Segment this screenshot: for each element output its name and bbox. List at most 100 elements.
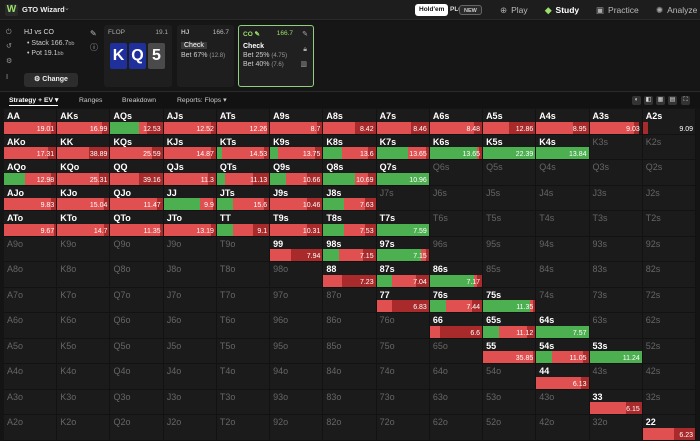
expand-view-icon[interactable]: ⛶ [681,96,690,105]
hand-cell-99[interactable]: 99 7.94 [270,236,324,263]
power-icon[interactable]: ⏻ [6,29,12,36]
hand-cell-AA[interactable]: AA 19.01 [4,109,58,135]
grid-view-icon[interactable]: ◐ [632,96,641,105]
hand-cell-ATs[interactable]: ATs 12.26 [216,109,271,135]
hand-cell-J8o[interactable]: J8o [163,262,217,288]
hand-cell-Q4o[interactable]: Q4o [110,364,164,390]
hand-cell-T2s[interactable]: T2s [642,211,696,237]
hand-cell-43s[interactable]: 43s [589,364,643,390]
hand-cell-TT[interactable]: TT 9.1 [216,211,271,237]
hand-cell-22[interactable]: 22 6.23 [642,415,696,441]
hand-cell-T5s[interactable]: T5s [483,211,537,237]
hand-cell-KJo[interactable]: KJo 15.04 [57,185,111,212]
hand-cell-55[interactable]: 55 35.85 [483,338,537,365]
hand-cell-64o[interactable]: 64o [429,364,484,390]
co-action-node[interactable]: CO ✎ 166.7 Check Bet 25% (4.75) Bet 40% … [238,25,314,87]
hand-cell-Q7o[interactable]: Q7o [110,287,164,314]
chevron-down-icon[interactable]: ⌄ [64,5,70,12]
hand-cell-A6o[interactable]: A6o [4,313,58,339]
nav-analyze[interactable]: ✺ Analyze [656,3,697,17]
tab-strategy-ev[interactable]: Strategy + EV ▾ [9,97,59,106]
hand-cell-74o[interactable]: 74o [376,364,430,390]
hand-cell-65o[interactable]: 65o [429,338,484,365]
hand-cell-T3s[interactable]: T3s [589,211,643,237]
hand-cell-Q9s[interactable]: Q9s 10.66 [270,160,324,186]
hand-cell-T6o[interactable]: T6o [216,313,271,339]
hand-cell-J8s[interactable]: J8s 7.63 [323,185,377,212]
hand-cell-32o[interactable]: 32o [589,415,643,441]
hand-cell-JTs[interactable]: JTs 15.6 [216,185,271,212]
hand-cell-J6o[interactable]: J6o [163,313,217,339]
list-view-icon[interactable]: ▤ [668,96,677,105]
tab-reports-flops[interactable]: Reports: Flops ▾ [177,97,227,104]
hand-cell-AJo[interactable]: AJo 9.83 [4,185,58,212]
hand-cell-K4o[interactable]: K4o [57,364,111,390]
hand-cell-KTs[interactable]: KTs 14.53 [216,134,271,161]
hand-cell-T4o[interactable]: T4o [216,364,271,390]
hand-cell-Q8s[interactable]: Q8s 10.69 [323,160,377,186]
hand-cell-T9o[interactable]: T9o [216,236,271,263]
hand-cell-K7s[interactable]: K7s 13.65 [376,134,430,161]
co-option-bet40[interactable]: Bet 40% (7.6) [243,61,284,68]
hand-cell-T5o[interactable]: T5o [216,338,271,365]
hand-cell-K8o[interactable]: K8o [57,262,111,288]
columns-icon[interactable]: ▥ [300,61,307,68]
hand-cell-A4s[interactable]: A4s 8.95 [536,109,590,135]
hand-cell-AQs[interactable]: AQs 12.53 [110,109,164,135]
hand-cell-J3o[interactable]: J3o [163,389,217,416]
nav-study[interactable]: ◆ Study [545,3,579,17]
hand-cell-AKo[interactable]: AKo 17.31 [4,134,58,161]
co-option-bet25[interactable]: Bet 25% (4.75) [243,52,287,59]
hand-cell-Q8o[interactable]: Q8o [110,262,164,288]
hand-cell-JTo[interactable]: JTo 13.19 [163,211,217,237]
hand-cell-A9o[interactable]: A9o [4,236,58,263]
hand-cell-AKs[interactable]: AKs 16.99 [57,109,111,135]
hand-cell-96s[interactable]: 96s [429,236,484,263]
hand-cell-76s[interactable]: 76s 7.44 [429,287,484,314]
hand-cell-QTo[interactable]: QTo 11.35 [110,211,164,237]
hand-cell-94s[interactable]: 94s [536,236,590,263]
hand-cell-Q6o[interactable]: Q6o [110,313,164,339]
hand-cell-52s[interactable]: 52s [642,338,696,365]
gto-wizard-logo-icon[interactable]: W [5,4,18,16]
tab-breakdown[interactable]: Breakdown [122,97,157,104]
hand-cell-98o[interactable]: 98o [270,262,324,288]
hand-cell-J7o[interactable]: J7o [163,287,217,314]
hand-cell-J9o[interactable]: J9o [163,236,217,263]
tab-ranges[interactable]: Ranges [79,97,103,104]
hand-cell-QTs[interactable]: QTs 11.13 [216,160,271,186]
hand-cell-84s[interactable]: 84s [536,262,590,288]
hand-cell-73o[interactable]: 73o [376,389,430,416]
hand-cell-T7o[interactable]: T7o [216,287,271,314]
hand-cell-A9s[interactable]: A9s 8.7 [270,109,324,135]
hand-cell-K3s[interactable]: K3s [589,134,643,161]
hand-cell-54o[interactable]: 54o [483,364,537,390]
pencil-icon[interactable]: ✎ [90,29,97,38]
split-view-icon[interactable]: ◧ [644,96,653,105]
hand-cell-33[interactable]: 33 6.15 [589,389,643,416]
hand-cell-75s[interactable]: 75s 11.35 [483,287,537,314]
nav-play[interactable]: ⊕ Play [500,3,528,17]
hand-cell-A2s[interactable]: A2s 9.09 [642,109,696,135]
hand-cell-97o[interactable]: 97o [270,287,324,314]
hand-cell-93o[interactable]: 93o [270,389,324,416]
hand-cell-QJo[interactable]: QJo 11.47 [110,185,164,212]
hand-cell-72o[interactable]: 72o [376,415,430,441]
hand-cell-64s[interactable]: 64s 7.57 [536,313,590,339]
hand-cell-74s[interactable]: 74s [536,287,590,314]
table-view-icon[interactable]: ▦ [656,96,665,105]
hand-cell-92o[interactable]: 92o [270,415,324,441]
hand-cell-ATo[interactable]: ATo 9.67 [4,211,58,237]
hand-cell-K3o[interactable]: K3o [57,389,111,416]
hand-cell-44[interactable]: 44 6.13 [536,364,590,390]
hand-cell-95s[interactable]: 95s [483,236,537,263]
hand-cell-T6s[interactable]: T6s [429,211,484,237]
edit-icon[interactable]: ✎ [302,31,308,38]
hand-cell-52o[interactable]: 52o [483,415,537,441]
hand-cell-K9o[interactable]: K9o [57,236,111,263]
hand-cell-T3o[interactable]: T3o [216,389,271,416]
hj-option-bet[interactable]: Bet 67% (12.8) [181,52,225,59]
hand-cell-93s[interactable]: 93s [589,236,643,263]
hand-cell-76o[interactable]: 76o [376,313,430,339]
hand-cell-K6o[interactable]: K6o [57,313,111,339]
